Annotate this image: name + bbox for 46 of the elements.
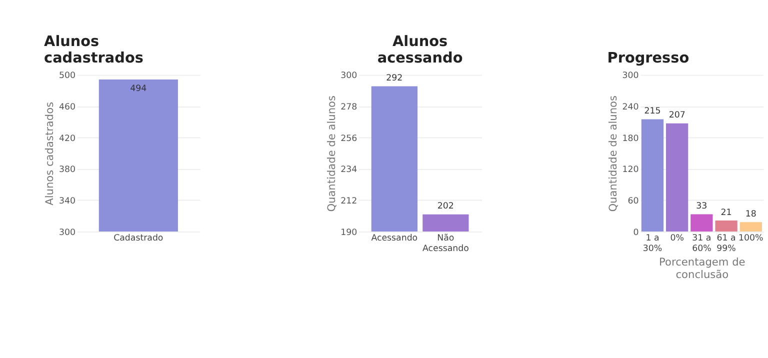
y-tick-label: 420 [58, 134, 76, 144]
y-tick-label: 500 [58, 71, 76, 82]
y-tick-label: 300 [58, 228, 76, 238]
y-axis-title: Alunos cadastrados [44, 102, 56, 206]
y-tick-label: 300 [622, 71, 639, 82]
x-tick-label: 0% [670, 234, 684, 244]
y-axis-title: Quantidade de alunos [607, 95, 620, 212]
chart-title: Alunos cadastrados [44, 34, 144, 66]
y-tick-label: 120 [622, 165, 639, 176]
y-axis-title: Quantidade de alunos [326, 95, 338, 212]
y-tick-label: 340 [58, 196, 76, 207]
chart-title: Progresso [607, 50, 690, 66]
x-tick-label: 31 a 60% [692, 234, 712, 254]
x-tick-label: Cadastrado [114, 234, 164, 244]
bar [740, 222, 762, 232]
y-tick-label: 278 [340, 102, 358, 113]
x-tick-label: 100% [738, 234, 764, 244]
y-tick-label: 234 [340, 165, 358, 176]
y-tick-label: 60 [628, 196, 639, 207]
x-tick-label: 1 a 30% [642, 234, 662, 254]
data-label: 21 [720, 208, 732, 218]
y-tick-label: 240 [622, 102, 639, 113]
data-label: 292 [386, 73, 403, 84]
y-tick-label: 190 [340, 228, 358, 238]
data-label: 18 [745, 209, 756, 220]
bar [690, 214, 713, 232]
bar [715, 220, 738, 232]
data-label: 215 [644, 106, 661, 116]
y-tick-label: 180 [622, 134, 639, 144]
x-tick-label: Acessando [371, 234, 418, 244]
data-label: 494 [130, 84, 148, 94]
data-label: 207 [668, 110, 686, 121]
x-tick-label: Não Acessando [422, 234, 469, 254]
data-label: 33 [696, 202, 708, 212]
bar [641, 119, 664, 232]
y-tick-label: 212 [340, 196, 358, 207]
y-tick-label: 0 [633, 228, 639, 238]
y-tick-label: 380 [58, 165, 76, 176]
x-tick-label: 61 a 99% [716, 234, 736, 254]
data-label: 202 [437, 202, 454, 212]
y-tick-label: 256 [340, 134, 358, 144]
chart-title: Alunos acessando [377, 34, 463, 66]
y-tick-label: 460 [58, 102, 76, 113]
x-axis-title: Porcentagem de conclusão [659, 256, 746, 282]
bar [666, 123, 688, 232]
y-tick-label: 300 [340, 71, 358, 82]
